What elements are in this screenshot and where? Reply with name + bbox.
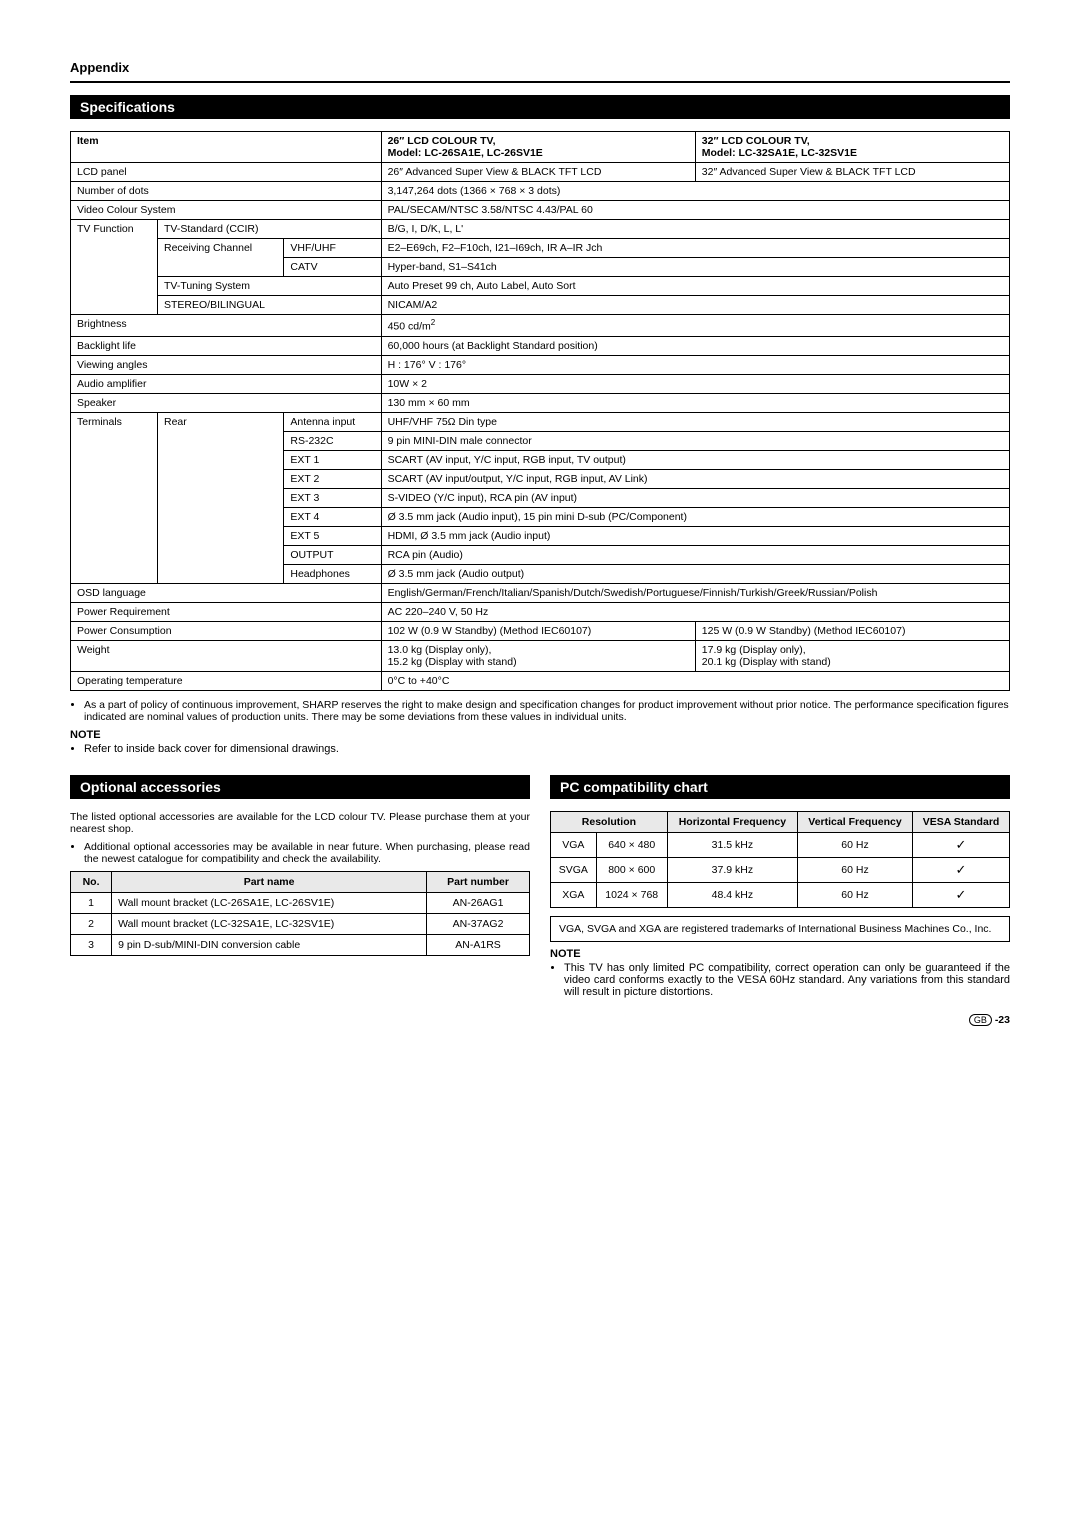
spec-footnote: As a part of policy of continuous improv… [70, 699, 1010, 723]
check-icon: ✓ [913, 857, 1010, 882]
spec-item-header: Item [71, 132, 382, 163]
section-specifications: Specifications [70, 95, 1010, 119]
table-row: Number of dots 3,147,264 dots (1366 × 76… [71, 182, 1010, 201]
table-row: Audio amplifier 10W × 2 [71, 374, 1010, 393]
optional-accessories-column: Optional accessories The listed optional… [70, 775, 530, 956]
note-label: NOTE [70, 729, 1010, 741]
page-number: -23 [995, 1014, 1010, 1026]
table-row: TV-Tuning System Auto Preset 99 ch, Auto… [71, 277, 1010, 296]
section-pc: PC compatibility chart [550, 775, 1010, 799]
page-footer: GB -23 [70, 1014, 1010, 1026]
table-row: Receiving Channel VHF/UHF E2–E69ch, F2–F… [71, 239, 1010, 258]
table-row: SVGA 800 × 600 37.9 kHz 60 Hz ✓ [551, 857, 1010, 882]
appendix-heading: Appendix [70, 60, 1010, 75]
table-row: VGA 640 × 480 31.5 kHz 60 Hz ✓ [551, 832, 1010, 857]
table-row: LCD panel 26″ Advanced Super View & BLAC… [71, 163, 1010, 182]
check-icon: ✓ [913, 882, 1010, 907]
pc-compat-table: Resolution Horizontal Frequency Vertical… [550, 811, 1010, 908]
table-row: Viewing angles H : 176° V : 176° [71, 355, 1010, 374]
check-icon: ✓ [913, 832, 1010, 857]
table-row: TV Function TV-Standard (CCIR) B/G, I, D… [71, 220, 1010, 239]
table-row: STEREO/BILINGUAL NICAM/A2 [71, 296, 1010, 315]
specifications-table: Item 26″ LCD COLOUR TV,Model: LC-26SA1E,… [70, 131, 1010, 691]
table-row: Video Colour System PAL/SECAM/NTSC 3.58/… [71, 201, 1010, 220]
region-badge: GB [969, 1014, 992, 1026]
table-row: 1 Wall mount bracket (LC-26SA1E, LC-26SV… [71, 892, 530, 913]
table-row: Power Consumption 102 W (0.9 W Standby) … [71, 621, 1010, 640]
table-row: Speaker 130 mm × 60 mm [71, 393, 1010, 412]
table-row: Brightness 450 cd/m2 [71, 315, 1010, 337]
table-row: 2 Wall mount bracket (LC-32SA1E, LC-32SV… [71, 913, 530, 934]
table-row: XGA 1024 × 768 48.4 kHz 60 Hz ✓ [551, 882, 1010, 907]
table-row: OSD language English/German/French/Itali… [71, 583, 1010, 602]
optional-bullets: Additional optional accessories may be a… [70, 841, 530, 865]
spec-note-list: Refer to inside back cover for dimension… [70, 743, 1010, 755]
spec-col-32: 32″ LCD COLOUR TV,Model: LC-32SA1E, LC-3… [695, 132, 1009, 163]
table-row: 3 9 pin D-sub/MINI-DIN conversion cable … [71, 934, 530, 955]
table-row: Operating temperature 0°C to +40°C [71, 671, 1010, 690]
pc-trademark-note: VGA, SVGA and XGA are registered tradema… [550, 916, 1010, 942]
table-row: Backlight life 60,000 hours (at Backligh… [71, 336, 1010, 355]
parts-table: No. Part name Part number 1 Wall mount b… [70, 871, 530, 956]
optional-intro: The listed optional accessories are avai… [70, 811, 530, 835]
note-label: NOTE [550, 948, 1010, 960]
pc-compat-column: PC compatibility chart Resolution Horizo… [550, 775, 1010, 1000]
table-row: Terminals Rear Antenna input UHF/VHF 75Ω… [71, 412, 1010, 431]
table-row: Weight 13.0 kg (Display only),15.2 kg (D… [71, 640, 1010, 671]
spec-col-26: 26″ LCD COLOUR TV,Model: LC-26SA1E, LC-2… [381, 132, 695, 163]
horizontal-rule [70, 81, 1010, 83]
pc-note-list: This TV has only limited PC compatibilit… [550, 962, 1010, 998]
table-row: Power Requirement AC 220–240 V, 50 Hz [71, 602, 1010, 621]
section-optional: Optional accessories [70, 775, 530, 799]
